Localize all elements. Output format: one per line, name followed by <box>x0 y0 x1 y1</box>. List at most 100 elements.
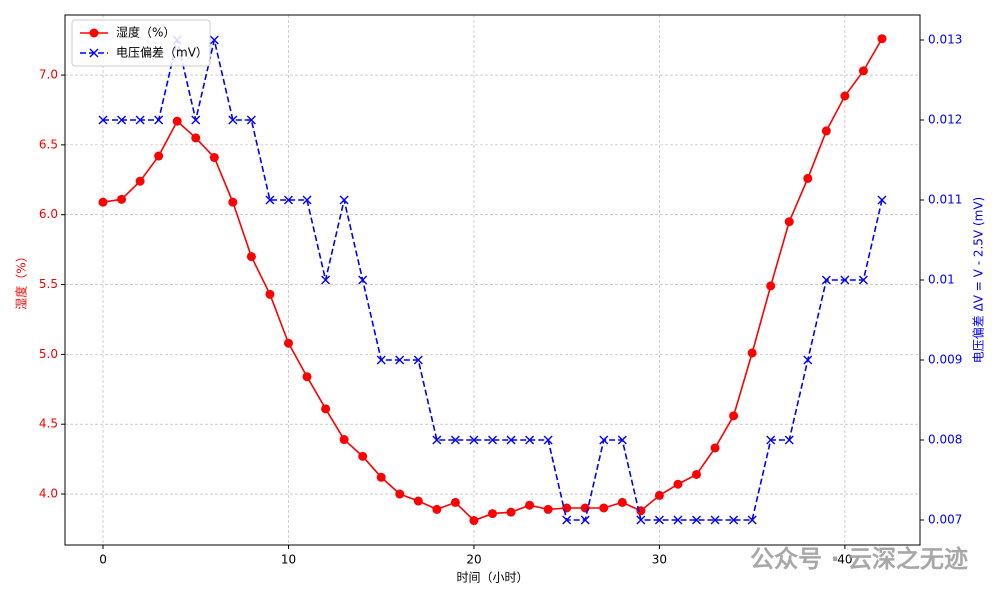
legend-label: 电压偏差（mV） <box>116 45 208 60</box>
point <box>488 435 497 445</box>
point <box>283 338 293 348</box>
point <box>673 479 683 489</box>
x-tick-label: 10 <box>281 553 296 567</box>
y2-tick-label: 0.011 <box>928 193 962 207</box>
y-tick-label: 4.0 <box>39 487 58 501</box>
point <box>840 91 850 101</box>
point <box>228 115 238 125</box>
point <box>358 275 368 285</box>
point <box>858 275 868 285</box>
y-tick-label: 6.5 <box>39 137 58 151</box>
y2-tick-label: 0.007 <box>928 513 962 527</box>
y-tick-label: 4.5 <box>39 417 58 431</box>
legend-marker <box>89 48 99 58</box>
point <box>729 515 739 525</box>
point <box>525 500 535 510</box>
point <box>506 507 516 517</box>
point <box>692 515 702 525</box>
legend-box <box>71 19 211 67</box>
y-tick-label: 7.0 <box>39 68 58 82</box>
point <box>283 195 293 205</box>
point <box>413 496 423 506</box>
point <box>135 176 145 186</box>
point <box>803 173 813 183</box>
point <box>766 435 776 445</box>
point <box>228 197 238 207</box>
point <box>617 435 627 445</box>
point <box>710 443 720 453</box>
point <box>654 490 664 500</box>
point <box>617 497 627 507</box>
point <box>376 355 386 365</box>
point <box>321 404 331 414</box>
point <box>117 115 127 125</box>
point <box>395 489 405 499</box>
point <box>265 195 275 205</box>
point <box>339 195 349 205</box>
y2-tick-label: 0.013 <box>928 33 962 47</box>
x-tick-label: 40 <box>837 553 852 567</box>
point <box>599 435 609 445</box>
point <box>729 411 739 421</box>
x-axis-label: 时间（小时） <box>456 571 528 585</box>
point <box>525 435 535 445</box>
point <box>376 472 386 482</box>
point <box>543 504 553 514</box>
point <box>858 66 868 76</box>
point <box>246 252 256 262</box>
point <box>98 115 108 125</box>
point <box>654 515 664 525</box>
point <box>191 133 201 143</box>
point <box>636 515 646 525</box>
point <box>747 348 757 358</box>
point <box>135 115 145 125</box>
point <box>321 275 331 285</box>
point <box>784 435 794 445</box>
point <box>580 515 590 525</box>
legend-marker <box>89 28 99 38</box>
y-tick-label: 5.0 <box>39 347 58 361</box>
y-tick-label: 6.0 <box>39 207 58 221</box>
point <box>840 275 850 285</box>
y2-tick-label: 0.01 <box>928 273 955 287</box>
point <box>395 355 405 365</box>
point <box>246 115 256 125</box>
point <box>766 281 776 291</box>
watermark: 公众号 · 云深之无迹 <box>750 545 968 573</box>
point <box>450 497 460 507</box>
point <box>506 435 516 445</box>
axes-frame <box>64 14 921 546</box>
x-tick-label: 20 <box>466 553 481 567</box>
x-tick-label: 0 <box>99 553 107 567</box>
point <box>877 195 887 205</box>
point <box>302 372 312 382</box>
point <box>302 195 312 205</box>
point <box>710 515 720 525</box>
y2-tick-label: 0.012 <box>928 113 962 127</box>
y-tick-label: 5.5 <box>39 277 58 291</box>
point <box>469 435 479 445</box>
point <box>877 34 887 44</box>
point <box>562 515 572 525</box>
point <box>784 217 794 227</box>
point <box>432 435 442 445</box>
point <box>450 435 460 445</box>
point <box>117 194 127 204</box>
point <box>209 35 219 45</box>
point <box>191 115 201 125</box>
point <box>172 116 182 126</box>
point <box>543 435 553 445</box>
y2-tick-label: 0.008 <box>928 433 962 447</box>
point <box>209 152 219 162</box>
point <box>673 515 683 525</box>
point <box>821 275 831 285</box>
point <box>469 516 479 526</box>
y2-axis-label: 电压偏差 ΔV = V - 2.5V (mV) <box>971 197 986 363</box>
point <box>488 509 497 519</box>
point <box>803 355 813 365</box>
point <box>747 515 757 525</box>
point <box>358 451 368 461</box>
point <box>154 115 164 125</box>
plot-area <box>98 34 887 526</box>
